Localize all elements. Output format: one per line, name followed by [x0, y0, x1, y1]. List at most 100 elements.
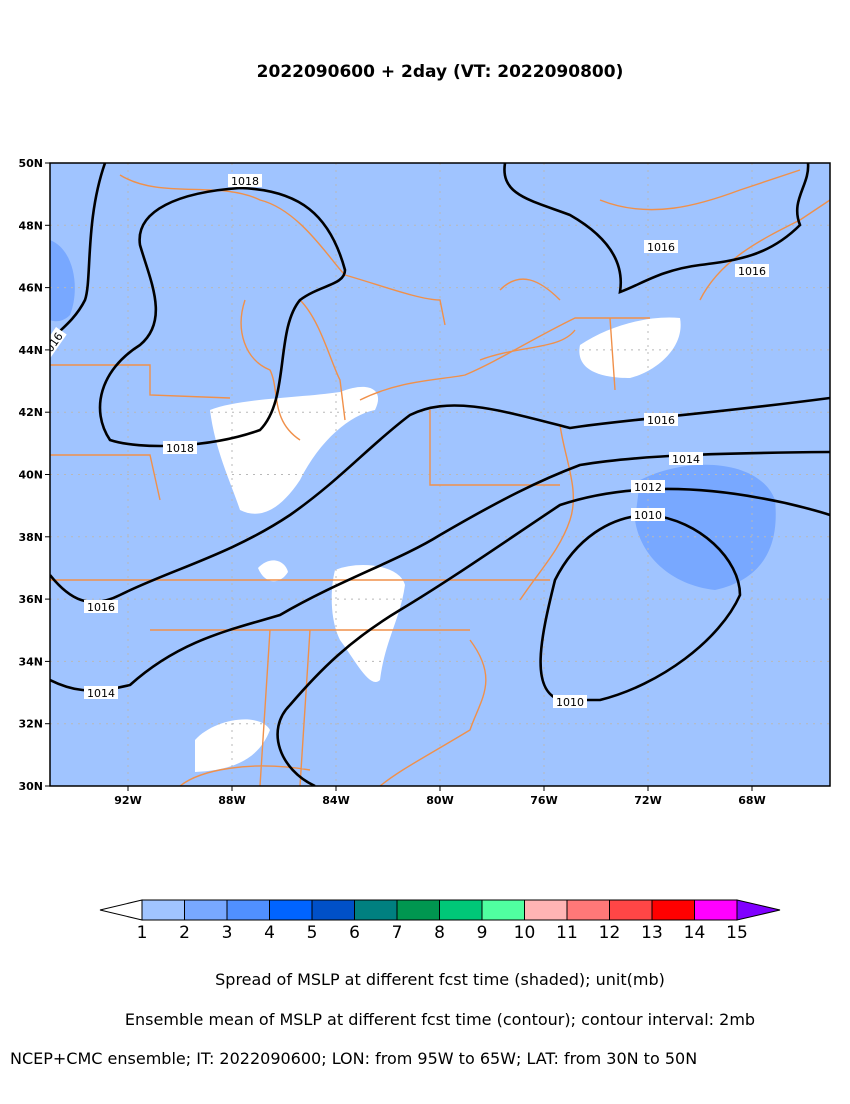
contour-label-bg — [669, 452, 703, 465]
colorbar-box — [141, 899, 185, 921]
colorbar-label: 14 — [684, 923, 706, 943]
colorbar-label: 12 — [599, 923, 621, 943]
colorbar-label: 5 — [307, 923, 318, 943]
contour-label: 1010 — [631, 508, 665, 522]
contour-label-bg — [163, 441, 197, 454]
contour-label-text: 1016 — [647, 414, 675, 427]
colorbar-label: 3 — [222, 923, 233, 943]
contour-line — [50, 396, 830, 604]
contour-label: 1016 — [644, 413, 678, 427]
contour-label-bg — [228, 174, 262, 187]
contour-label: 1016 — [84, 600, 118, 614]
contour-label-text: 1018 — [231, 175, 259, 188]
y-tick-label: 36N — [18, 593, 43, 606]
contour-line — [503, 163, 810, 294]
y-tick-label: 42N — [18, 406, 43, 419]
colorbar-label: 9 — [477, 923, 488, 943]
contour-label: 1018 — [163, 441, 197, 455]
y-tick-label: 44N — [18, 344, 43, 357]
contour-label-bg — [50, 327, 67, 363]
y-tick-label: 32N — [18, 718, 43, 731]
contour-label-text: 1016 — [647, 241, 675, 254]
colorbar-under — [99, 899, 143, 921]
colorbar-box — [354, 899, 398, 921]
colorbar-label: 6 — [349, 923, 360, 943]
x-tick-label: 88W — [218, 794, 245, 807]
contour-label: 1016 — [735, 264, 769, 278]
x-tick-label: 72W — [634, 794, 661, 807]
contour-label-bg — [631, 480, 665, 493]
contour-label: 1016 — [644, 240, 678, 254]
colorbar-box — [184, 899, 228, 921]
colorbar-box — [311, 899, 355, 921]
contour-label-text: 1010 — [634, 509, 662, 522]
y-tick-label: 48N — [18, 219, 43, 232]
colorbar-label: 7 — [392, 923, 403, 943]
colorbar-box — [524, 899, 568, 921]
contour-label-bg — [84, 686, 118, 699]
caption: Ensemble mean of MSLP at different fcst … — [125, 1010, 755, 1029]
colorbar-box — [439, 899, 483, 921]
colorbar-over — [736, 899, 781, 921]
contour-label-text: 1016 — [87, 601, 115, 614]
contour-line — [50, 450, 830, 692]
caption: Spread of MSLP at different fcst time (s… — [215, 970, 665, 989]
contour-label: 1014 — [84, 686, 118, 700]
contour-line — [98, 186, 347, 448]
contour-label-bg — [631, 508, 665, 521]
contour-label-text: 1018 — [166, 442, 194, 455]
contour-label-text: 1012 — [634, 481, 662, 494]
shade-patch — [635, 464, 776, 590]
y-tick-label: 50N — [18, 157, 43, 170]
x-tick-label: 84W — [322, 794, 349, 807]
x-tick-label: 80W — [426, 794, 453, 807]
contour-label-text: 1014 — [672, 453, 700, 466]
colorbar-box — [396, 899, 440, 921]
contour-label-bg — [644, 413, 678, 426]
shade-patch — [50, 240, 75, 322]
title: 2022090600 + 2day (VT: 2022090800) — [257, 62, 624, 82]
contour-label: 1010 — [553, 695, 587, 709]
white-patch — [258, 560, 288, 582]
contour-label: 1018 — [228, 174, 262, 188]
colorbar-label: 1 — [137, 923, 148, 943]
contour-label-text: 1016 — [738, 265, 766, 278]
colorbar-label: 11 — [556, 923, 578, 943]
y-tick-label: 34N — [18, 655, 43, 668]
colorbar-box — [269, 899, 313, 921]
colorbar-box — [481, 899, 525, 921]
geo-outline — [50, 169, 830, 786]
contour-label-text: 1014 — [87, 687, 115, 700]
contour-label: 1014 — [669, 452, 703, 466]
contour-label-bg — [553, 695, 587, 708]
white-patch — [579, 317, 681, 378]
contour-label-bg — [735, 264, 769, 277]
contour-line — [50, 163, 107, 342]
colorbar-label: 15 — [726, 923, 748, 943]
contour-line — [276, 487, 830, 786]
contour-label-bg — [644, 240, 678, 253]
y-tick-label: 46N — [18, 282, 43, 295]
white-patch — [331, 565, 405, 682]
y-tick-label: 40N — [18, 469, 43, 482]
colorbar-box — [226, 899, 270, 921]
colorbar-box — [566, 899, 610, 921]
colorbar-label: 2 — [179, 923, 190, 943]
colorbar-label: 13 — [641, 923, 663, 943]
x-tick-label: 92W — [114, 794, 141, 807]
colorbar-label: 4 — [264, 923, 275, 943]
white-patch — [210, 386, 379, 514]
contour-label-text: 1010 — [556, 696, 584, 709]
x-tick-label: 76W — [530, 794, 557, 807]
contour-label: 1012 — [631, 480, 665, 494]
colorbar-label: 10 — [514, 923, 536, 943]
colorbar-label: 8 — [434, 923, 445, 943]
x-tick-label: 68W — [738, 794, 765, 807]
y-tick-label: 38N — [18, 531, 43, 544]
colorbar-box — [609, 899, 653, 921]
y-tick-label: 30N — [18, 780, 43, 793]
caption: NCEP+CMC ensemble; IT: 2022090600; LON: … — [10, 1049, 697, 1068]
contour-label-bg — [84, 600, 118, 613]
colorbar-box — [651, 899, 695, 921]
